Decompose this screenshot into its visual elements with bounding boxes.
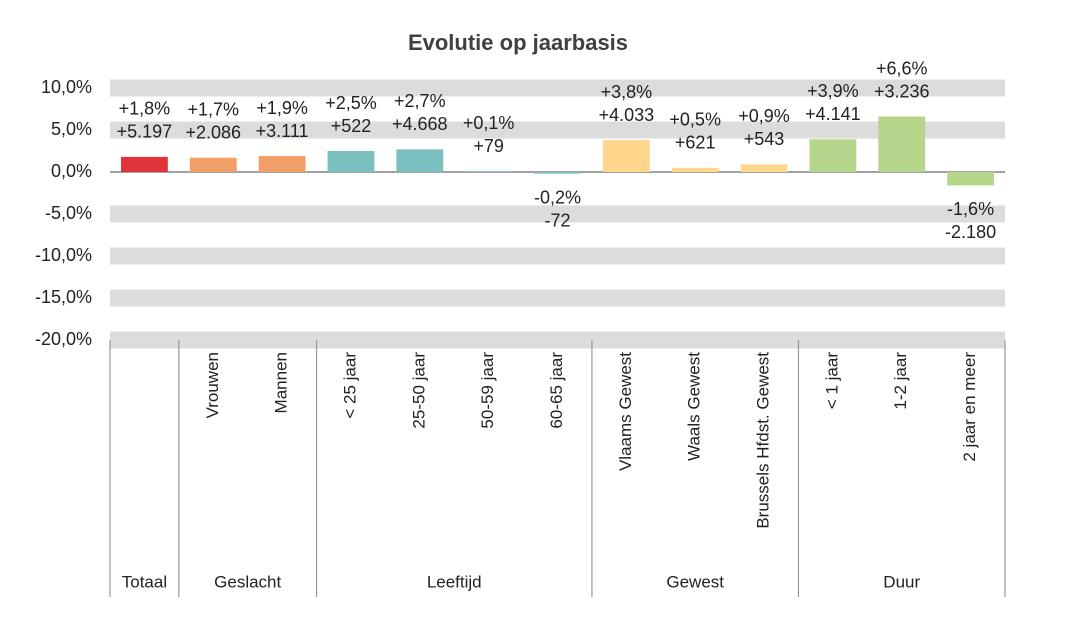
value-label: +2,5% (325, 93, 377, 113)
grid-band (110, 289, 1005, 307)
y-tick-label: 0,0% (51, 161, 92, 181)
x-tick-label: 25-50 jaar (409, 352, 428, 429)
x-tick-label: Vrouwen (203, 352, 222, 418)
value-label: +1,9% (256, 98, 308, 118)
grid-band (110, 205, 1005, 223)
change-label: -2.180 (945, 222, 996, 242)
change-label: +79 (473, 136, 504, 156)
grid-band (110, 331, 1005, 349)
group-label: Totaal (122, 572, 167, 591)
bar (121, 156, 168, 172)
value-label: -1,6% (947, 199, 994, 219)
bar (534, 172, 581, 174)
y-tick-label: -10,0% (35, 245, 92, 265)
bar (809, 139, 857, 172)
change-label: +4.141 (805, 104, 861, 124)
y-tick-label: -20,0% (35, 329, 92, 349)
change-label: -72 (544, 210, 570, 230)
grid-band (110, 247, 1005, 265)
y-tick-label: -5,0% (45, 203, 92, 223)
value-label: +2,7% (394, 91, 446, 111)
bar (602, 140, 650, 172)
x-tick-label: 50-59 jaar (478, 352, 497, 429)
value-label: +3,8% (601, 82, 653, 102)
x-tick-label: < 25 jaar (340, 352, 359, 419)
value-label: +1,7% (187, 99, 239, 119)
value-label: -0,2% (534, 187, 581, 207)
change-label: +5.197 (117, 122, 173, 142)
value-label: +0,9% (738, 106, 790, 126)
value-label: +1,8% (119, 99, 171, 119)
change-label: +621 (675, 133, 716, 153)
change-label: +3.111 (256, 121, 309, 141)
value-label: +3,9% (807, 81, 859, 101)
bar (258, 156, 306, 172)
x-tick-label: Brussels Hfdst. Gewest (754, 352, 773, 529)
group-label: Duur (883, 572, 920, 591)
change-label: +4.668 (392, 114, 448, 134)
x-tick-label: Waals Gewest (685, 352, 704, 461)
grid-band (110, 79, 1005, 97)
y-tick-label: 10,0% (41, 77, 92, 97)
value-label: +0,5% (669, 110, 721, 130)
bar (396, 149, 444, 172)
x-tick-label: 60-65 jaar (547, 352, 566, 429)
bar (671, 167, 719, 172)
bar (947, 172, 994, 186)
change-label: +543 (744, 129, 785, 149)
x-tick-label: Mannen (272, 352, 291, 413)
bar (189, 157, 237, 172)
x-tick-label: Vlaams Gewest (616, 352, 635, 471)
group-label: Geslacht (214, 572, 281, 591)
group-label: Gewest (666, 572, 724, 591)
bar (740, 164, 788, 172)
bar (465, 171, 513, 172)
group-label: Leeftijd (427, 572, 482, 591)
value-label: +6,6% (876, 58, 928, 78)
bar (878, 116, 926, 172)
y-tick-label: -15,0% (35, 287, 92, 307)
value-label: +0,1% (463, 113, 515, 133)
grid-band (110, 121, 1005, 139)
change-label: +3.236 (874, 81, 930, 101)
change-label: +4.033 (599, 105, 655, 125)
change-label: +522 (331, 116, 372, 136)
chart-title: Evolutie op jaarbasis (408, 30, 628, 55)
x-tick-label: 2 jaar en meer (960, 352, 979, 462)
bar (327, 151, 375, 172)
x-tick-label: < 1 jaar (822, 352, 841, 410)
change-label: +2.086 (185, 122, 241, 142)
y-tick-label: 5,0% (51, 119, 92, 139)
x-tick-label: 1-2 jaar (891, 352, 910, 410)
